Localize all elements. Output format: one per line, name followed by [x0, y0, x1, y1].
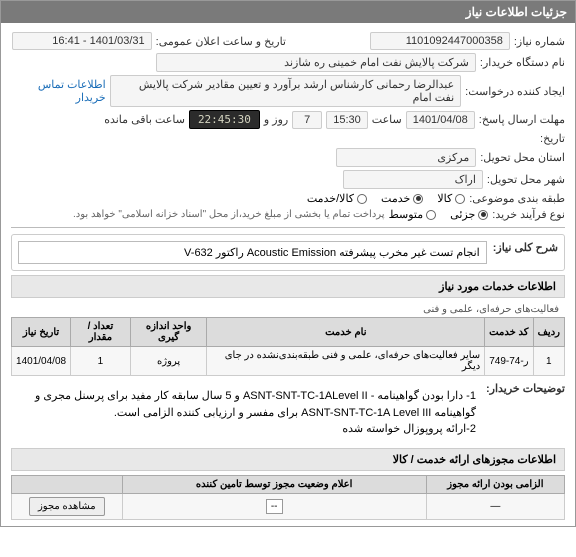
general-info-section: شماره نیاز: 1101092447000358 تاریخ و ساع…	[1, 23, 575, 526]
pth-1: اعلام وضعیت مجوز توسط تامین کننده	[122, 475, 426, 493]
pth-2	[12, 475, 123, 493]
city-label: شهر محل تحویل:	[487, 173, 565, 186]
panel-title: جزئیات اطلاعات نیاز	[1, 1, 575, 23]
th-5: تاریخ نیاز	[12, 318, 71, 347]
sharh-text: انجام تست غیر مخرب پیشرفته Acoustic Emis…	[18, 241, 487, 264]
province-label: استان محل تحویل:	[480, 151, 565, 164]
permits-header-row: الزامی بودن ارائه مجوز اعلام وضعیت مجوز …	[12, 475, 565, 493]
sharh-row: شرح کلی نیاز: انجام تست غیر مخرب پیشرفته…	[11, 234, 565, 271]
td-5: 1401/04/08	[12, 347, 71, 376]
payment-note: پرداخت تمام یا بخشی از مبلغ خرید،از محل …	[73, 209, 385, 220]
td-2: سایر فعالیت‌های حرفه‌ای، علمی و فنی طبقه…	[207, 347, 485, 376]
contact-link[interactable]: اطلاعات تماس خریدار	[11, 78, 106, 104]
td-3: پروژه	[130, 347, 207, 376]
deadline-label: مهلت ارسال پاسخ:	[479, 113, 565, 126]
countdown-timer: 22:45:30	[189, 110, 260, 129]
category-label: طبقه بندی موضوعی:	[469, 192, 565, 205]
hour-label-1: ساعت	[372, 113, 402, 126]
buyer-notes-text: 1- دارا بودن گواهینامه - ASNT-SNT-TC-1AL…	[11, 382, 482, 444]
req-no-value: 1101092447000358	[370, 32, 510, 50]
deadline-time-label: تاریخ:	[475, 132, 565, 145]
th-2: نام خدمت	[207, 318, 485, 347]
permit-status-select[interactable]: --	[266, 499, 283, 514]
buyer-value: شرکت پالایش نفت امام خمینی ره شازند	[156, 53, 476, 72]
radio-joz-label: جزئی	[450, 208, 475, 221]
announce-label: تاریخ و ساعت اعلان عمومی:	[156, 35, 286, 48]
radio-joz[interactable]: جزئی	[450, 208, 488, 221]
th-3: واحد اندازه گیری	[130, 318, 207, 347]
radio-kala-label: کالا	[437, 192, 452, 205]
th-4: تعداد / مقدار	[71, 318, 131, 347]
remain-label: ساعت باقی مانده	[104, 113, 185, 126]
services-table: ردیف کد خدمت نام خدمت واحد اندازه گیری ت…	[11, 317, 565, 376]
th-0: ردیف	[533, 318, 564, 347]
permits-table: الزامی بودن ارائه مجوز اعلام وضعیت مجوز …	[11, 475, 565, 520]
td-1: ر-74-749	[485, 347, 533, 376]
announce-value: 1401/03/31 - 16:41	[12, 32, 152, 50]
radio-khadmat-label: خدمت	[381, 192, 410, 205]
td-4: 1	[71, 347, 131, 376]
details-panel: جزئیات اطلاعات نیاز شماره نیاز: 11010924…	[0, 0, 576, 527]
category-radio-group: کالا خدمت کالا/خدمت	[307, 192, 465, 205]
td-0: 1	[533, 347, 564, 376]
services-title: اطلاعات خدمات مورد نیاز	[11, 275, 565, 298]
permit-required: —	[426, 493, 564, 519]
deadline-hour: 15:30	[326, 111, 368, 129]
radio-both-label: کالا/خدمت	[307, 192, 354, 205]
view-permit-button[interactable]: مشاهده مجوز	[29, 497, 105, 516]
radio-both[interactable]: کالا/خدمت	[307, 192, 367, 205]
buyer-label: نام دستگاه خریدار:	[480, 56, 565, 69]
creator-value: عبدالرضا رحمانی کارشناس ارشد برآورد و تع…	[110, 75, 461, 107]
province-value: مرکزی	[336, 148, 476, 167]
permits-title: اطلاعات مجوزهای ارائه خدمت / کالا	[11, 448, 565, 471]
creator-label: ایجاد کننده درخواست:	[465, 85, 565, 98]
days-label: روز و	[264, 113, 288, 126]
process-label: نوع فرآیند خرید:	[492, 208, 565, 221]
city-value: اراک	[343, 170, 483, 189]
table-row: 1 ر-74-749 سایر فعالیت‌های حرفه‌ای، علمی…	[12, 347, 565, 376]
req-no-label: شماره نیاز:	[514, 35, 565, 48]
activity-subtitle: فعالیت‌های حرفه‌ای، علمی و فنی	[11, 302, 565, 317]
pth-0: الزامی بودن ارائه مجوز	[426, 475, 564, 493]
radio-mid-label: متوسط	[389, 208, 424, 221]
radio-kala[interactable]: کالا	[437, 192, 465, 205]
deadline-date: 1401/04/08	[406, 111, 475, 129]
permit-status-cell: --	[122, 493, 426, 519]
days-remaining: 7	[292, 111, 322, 129]
table-header-row: ردیف کد خدمت نام خدمت واحد اندازه گیری ت…	[12, 318, 565, 347]
process-radio-group: جزئی متوسط	[389, 208, 489, 221]
radio-khadmat[interactable]: خدمت	[381, 192, 423, 205]
permits-row: — -- مشاهده مجوز	[12, 493, 565, 519]
sharh-label: شرح کلی نیاز:	[493, 241, 558, 254]
permit-action-cell: مشاهده مجوز	[12, 493, 123, 519]
buyer-notes-label: توضیحات خریدار:	[486, 382, 565, 395]
radio-mid[interactable]: متوسط	[389, 208, 437, 221]
th-1: کد خدمت	[485, 318, 533, 347]
